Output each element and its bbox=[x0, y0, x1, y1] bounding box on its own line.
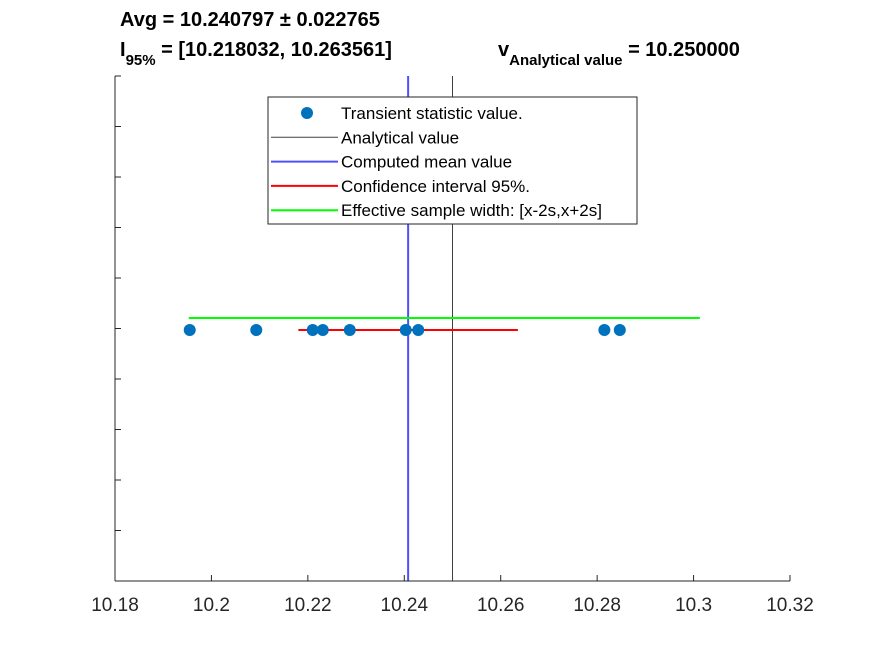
x-tick-label: 10.28 bbox=[573, 595, 621, 616]
chart-legend: Transient statistic value. Analytical val… bbox=[267, 96, 638, 225]
data-point bbox=[613, 324, 626, 336]
analytical-title: vAnalytical value = 10.250000 bbox=[498, 39, 740, 69]
data-point bbox=[316, 324, 329, 336]
chart-axes: 10.18 10.2 10.22 10.24 10.26 10.28 10.3 10.32 bbox=[91, 75, 814, 616]
interval-value: = [10.218032, 10.263561] bbox=[156, 39, 392, 61]
y-ticks bbox=[115, 75, 121, 531]
data-point bbox=[343, 324, 356, 336]
analytical-subscript: Analytical value bbox=[509, 52, 622, 69]
chart-title: Avg = 10.240797 ± 0.022765 I95% = [10.21… bbox=[120, 9, 740, 69]
x-tick-label: 10.26 bbox=[477, 595, 525, 616]
legend-label: Effective sample width: [x-2s,x+2s] bbox=[341, 201, 602, 220]
x-tick-label: 10.18 bbox=[91, 595, 139, 616]
analytical-value: = 10.250000 bbox=[623, 39, 740, 61]
x-tick-label: 10.2 bbox=[193, 595, 230, 616]
legend-label: Computed mean value bbox=[341, 153, 512, 172]
legend-label: Transient statistic value. bbox=[341, 104, 523, 123]
legend-label: Confidence interval 95%. bbox=[341, 177, 530, 196]
data-point bbox=[306, 324, 319, 336]
interval-subscript: 95% bbox=[126, 52, 156, 69]
data-point bbox=[250, 324, 263, 336]
interval-prefix: I bbox=[120, 39, 126, 61]
legend-label: Analytical value bbox=[341, 128, 459, 147]
avg-line: Avg = 10.240797 ± 0.022765 bbox=[120, 9, 380, 31]
interval-line: I95% = [10.218032, 10.263561] bbox=[120, 39, 392, 69]
analytical-prefix: v bbox=[498, 39, 510, 61]
legend-box bbox=[267, 96, 638, 225]
legend-marker bbox=[301, 107, 313, 119]
data-point bbox=[183, 324, 196, 336]
x-ticks: 10.18 10.2 10.22 10.24 10.26 10.28 10.3 10.32 bbox=[91, 575, 814, 616]
x-tick-label: 10.22 bbox=[284, 595, 332, 616]
legend-items: Transient statistic value. Analytical val… bbox=[271, 104, 602, 220]
x-tick-label: 10.32 bbox=[766, 595, 814, 616]
plot-points bbox=[183, 324, 626, 336]
data-point bbox=[399, 324, 412, 336]
data-point bbox=[412, 324, 425, 336]
data-point bbox=[598, 324, 611, 336]
x-tick-label: 10.3 bbox=[675, 595, 712, 616]
x-tick-label: 10.24 bbox=[381, 595, 429, 616]
